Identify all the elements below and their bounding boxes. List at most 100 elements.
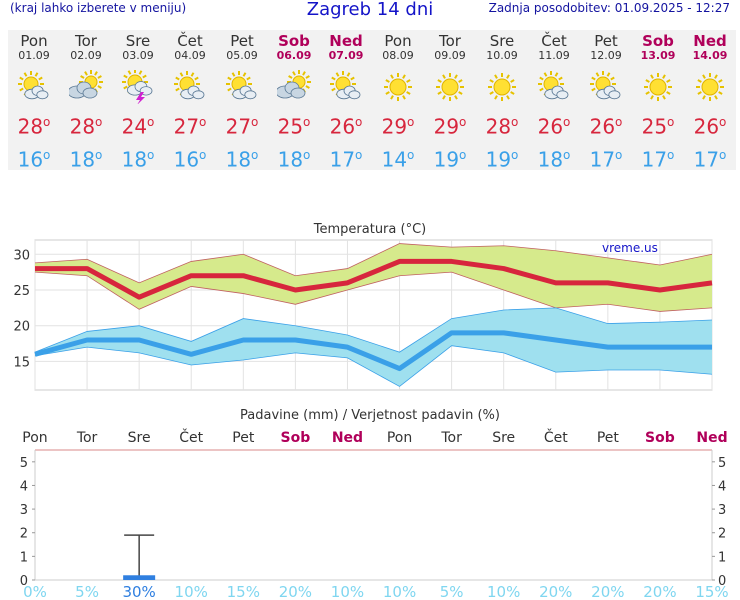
min-temp: 16o <box>173 147 207 172</box>
precip-y-tick-label: 3 <box>20 503 28 518</box>
precipitation-day-label: Sre <box>128 430 151 446</box>
temperature-chart-title: Temperatura (°C) <box>313 222 426 237</box>
precip-probability-label: 5% <box>440 583 464 600</box>
precip-y-tick-label-right: 1 <box>718 550 726 565</box>
day-column: Čet 04.09 27o 16o <box>164 30 216 172</box>
sunny-icon <box>488 73 516 101</box>
day-column: Ned 14.09 26o 17o <box>684 30 736 172</box>
max-range-upper-edge <box>34 243 713 284</box>
day-date: 06.09 <box>276 49 312 62</box>
precip-y-tick-label: 2 <box>20 527 28 542</box>
precip-probability-label: 30% <box>122 583 155 600</box>
weather-charts: Temperatura (°C)15202530vreme.usPadavine… <box>13 222 728 600</box>
precip-probability-label: 10% <box>331 583 364 600</box>
max-temp: 28o <box>69 114 103 139</box>
precipitation-day-label: Pet <box>597 430 620 446</box>
y-tick-label: 15 <box>13 355 30 370</box>
day-date: 09.09 <box>434 49 466 62</box>
day-name: Tor <box>439 32 461 50</box>
day-name: Sre <box>125 32 151 50</box>
sunny-icon <box>436 73 464 101</box>
precip-y-tick-label: 4 <box>20 479 28 494</box>
precip-y-tick-label: 0 <box>20 574 28 589</box>
min-temp: 17o <box>693 147 727 172</box>
day-date: 08.09 <box>382 49 414 62</box>
max-range-lower-edge <box>34 271 713 312</box>
day-name: Pet <box>594 32 618 50</box>
day-column: Pet 12.09 26o 17o <box>580 30 632 172</box>
y-tick-label: 25 <box>13 284 30 299</box>
day-name: Ned <box>329 32 363 50</box>
max-temp: 27o <box>173 114 207 139</box>
day-name: Sob <box>278 32 310 50</box>
max-temp: 27o <box>225 114 259 139</box>
day-column: Pon 08.09 29o 14o <box>372 30 424 172</box>
day-name: Sre <box>489 32 515 50</box>
min-temp: 18o <box>121 147 155 172</box>
partly-cloudy-icon <box>590 71 621 100</box>
precip-probability-label: 20% <box>591 583 624 600</box>
partly-cloudy-icon <box>18 71 49 100</box>
precip-y-tick-label-right: 5 <box>718 456 726 471</box>
sunny-icon <box>644 73 672 101</box>
precipitation-day-label: Ned <box>332 430 363 446</box>
precip-probability-label: 20% <box>279 583 312 600</box>
precip-probability-label: 15% <box>695 583 728 600</box>
min-temp: 14o <box>381 147 415 172</box>
precip-y-tick-label: 1 <box>20 550 28 565</box>
day-date: 01.09 <box>18 49 50 62</box>
day-column: Čet 11.09 26o 18o <box>528 30 580 172</box>
day-date: 07.09 <box>328 49 364 62</box>
sunny-icon <box>384 73 412 101</box>
day-column: Tor 02.09 28o 18o <box>60 30 112 171</box>
partly-cloudy-icon <box>538 71 569 100</box>
max-temp: 26o <box>329 114 363 139</box>
y-tick-label: 20 <box>13 320 30 335</box>
location-menu-hint[interactable]: (kraj lahko izberete v meniju) <box>10 1 187 15</box>
day-name: Pon <box>20 32 48 50</box>
precipitation-day-label: Pet <box>232 430 255 446</box>
partly-cloudy-icon <box>330 71 361 100</box>
day-column: Pet 05.09 27o 18o <box>216 30 268 172</box>
max-temp: 26o <box>537 114 571 139</box>
day-date: 12.09 <box>590 49 622 62</box>
max-temp-line <box>35 258 713 300</box>
watermark: vreme.us <box>602 241 658 255</box>
precip-y-tick-label-right: 0 <box>718 574 726 589</box>
precipitation-day-label: Tor <box>440 430 462 446</box>
precipitation-day-label: Sob <box>281 430 311 446</box>
min-temp: 19o <box>485 147 519 172</box>
precipitation-day-label: Pon <box>22 430 47 446</box>
precipitation-day-label: Pon <box>387 430 412 446</box>
day-date: 03.09 <box>122 49 154 62</box>
day-name: Ned <box>693 32 727 50</box>
min-temp: 18o <box>225 147 259 172</box>
min-temp: 17o <box>329 147 363 172</box>
precip-probability-label: 5% <box>75 583 99 600</box>
precip-probability-label: 20% <box>539 583 572 600</box>
max-temp: 28o <box>485 114 519 139</box>
cloudy-sun-icon <box>277 70 311 99</box>
min-range-lower-edge <box>34 345 713 387</box>
max-temp: 26o <box>589 114 623 139</box>
day-date: 10.09 <box>486 49 518 62</box>
last-update: Zadnja posodobitev: 01.09.2025 - 12:27 <box>488 1 730 15</box>
min-temp: 18o <box>277 147 311 172</box>
precip-bar <box>123 575 156 580</box>
precip-probability-label: 10% <box>175 583 208 600</box>
precipitation-day-label: Ned <box>696 430 727 446</box>
max-temp: 28o <box>17 114 51 139</box>
precipitation-day-label: Sre <box>492 430 515 446</box>
precipitation-day-label: Čet <box>544 428 568 446</box>
precip-probability-label: 20% <box>643 583 676 600</box>
max-temp: 26o <box>693 114 727 139</box>
day-date: 11.09 <box>538 49 570 62</box>
day-column: Pon 01.09 28o 16o <box>8 30 60 172</box>
day-name: Čet <box>541 32 567 50</box>
min-temp-line <box>34 330 712 372</box>
precip-probability-label: 15% <box>227 583 260 600</box>
sunny-icon <box>696 73 724 101</box>
max-temp: 29o <box>433 114 467 139</box>
day-column: Tor 09.09 29o 19o <box>424 30 476 172</box>
day-name: Sob <box>642 32 674 50</box>
